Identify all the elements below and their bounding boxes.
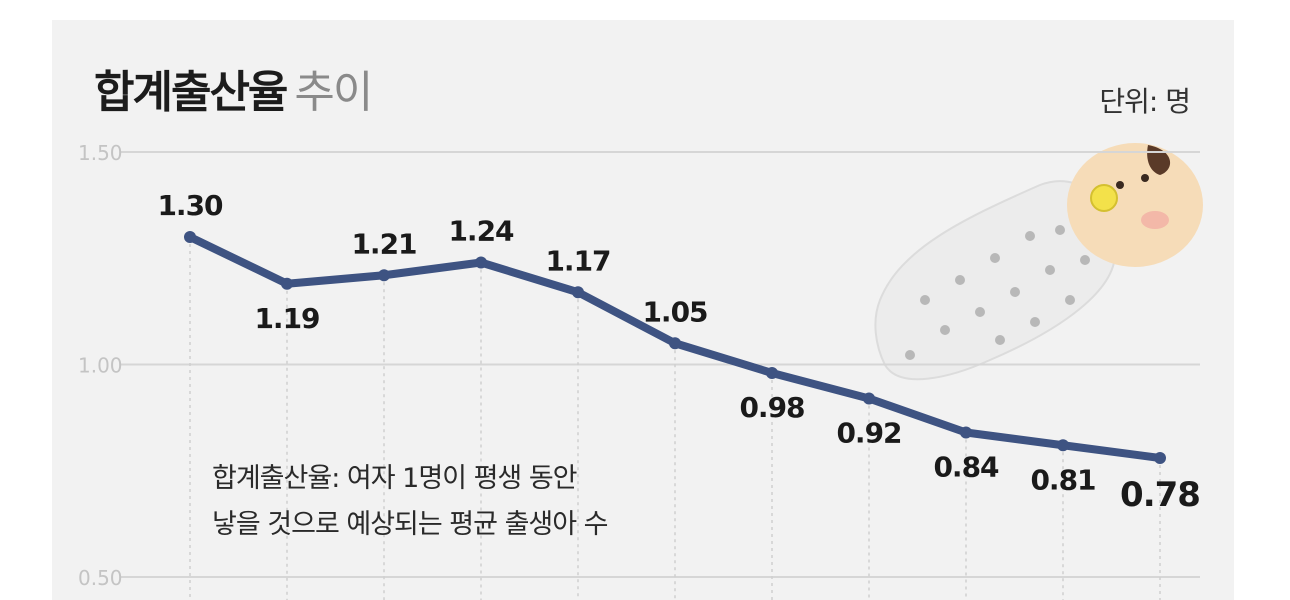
note-line-2: 낳을 것으로 예상되는 평균 출생아 수 [212, 509, 609, 540]
data-label: 0.81 [1030, 463, 1095, 496]
unit-label: 단위: 명 [1099, 85, 1191, 118]
data-point [378, 269, 390, 282]
data-label: 1.05 [642, 295, 707, 328]
y-tick-label: 1.00 [78, 354, 123, 378]
data-label: 1.17 [545, 244, 610, 277]
data-point [1154, 452, 1166, 464]
data-point [572, 286, 584, 299]
data-label: 0.92 [836, 417, 901, 450]
title-sub: 추이 [294, 67, 373, 118]
baby-illustration [874, 143, 1203, 381]
data-point [960, 426, 972, 439]
chart-title: 합계출산율 추이 [94, 56, 373, 120]
data-label: 0.98 [739, 391, 804, 424]
data-point [281, 277, 293, 290]
data-point [184, 231, 196, 243]
y-tick-label: 1.50 [78, 141, 123, 165]
data-point [1057, 439, 1069, 452]
data-label: 1.19 [254, 302, 319, 335]
data-label: 1.21 [351, 227, 416, 260]
data-label: 0.78 [1120, 475, 1200, 515]
definition-note: 합계출산율: 여자 1명이 평생 동안 낳을 것으로 예상되는 평균 출생아 수 [212, 456, 609, 548]
data-label: 0.84 [933, 451, 999, 484]
y-tick-label: 0.50 [78, 566, 123, 590]
data-label: 1.30 [157, 189, 223, 222]
note-line-1: 합계출산율: 여자 1명이 평생 동안 [212, 463, 578, 494]
title-main: 합계출산율 [94, 67, 288, 118]
data-point [669, 337, 681, 350]
data-label: 1.24 [448, 215, 514, 248]
data-point [475, 256, 487, 269]
data-point [766, 367, 778, 379]
data-point [863, 392, 875, 405]
